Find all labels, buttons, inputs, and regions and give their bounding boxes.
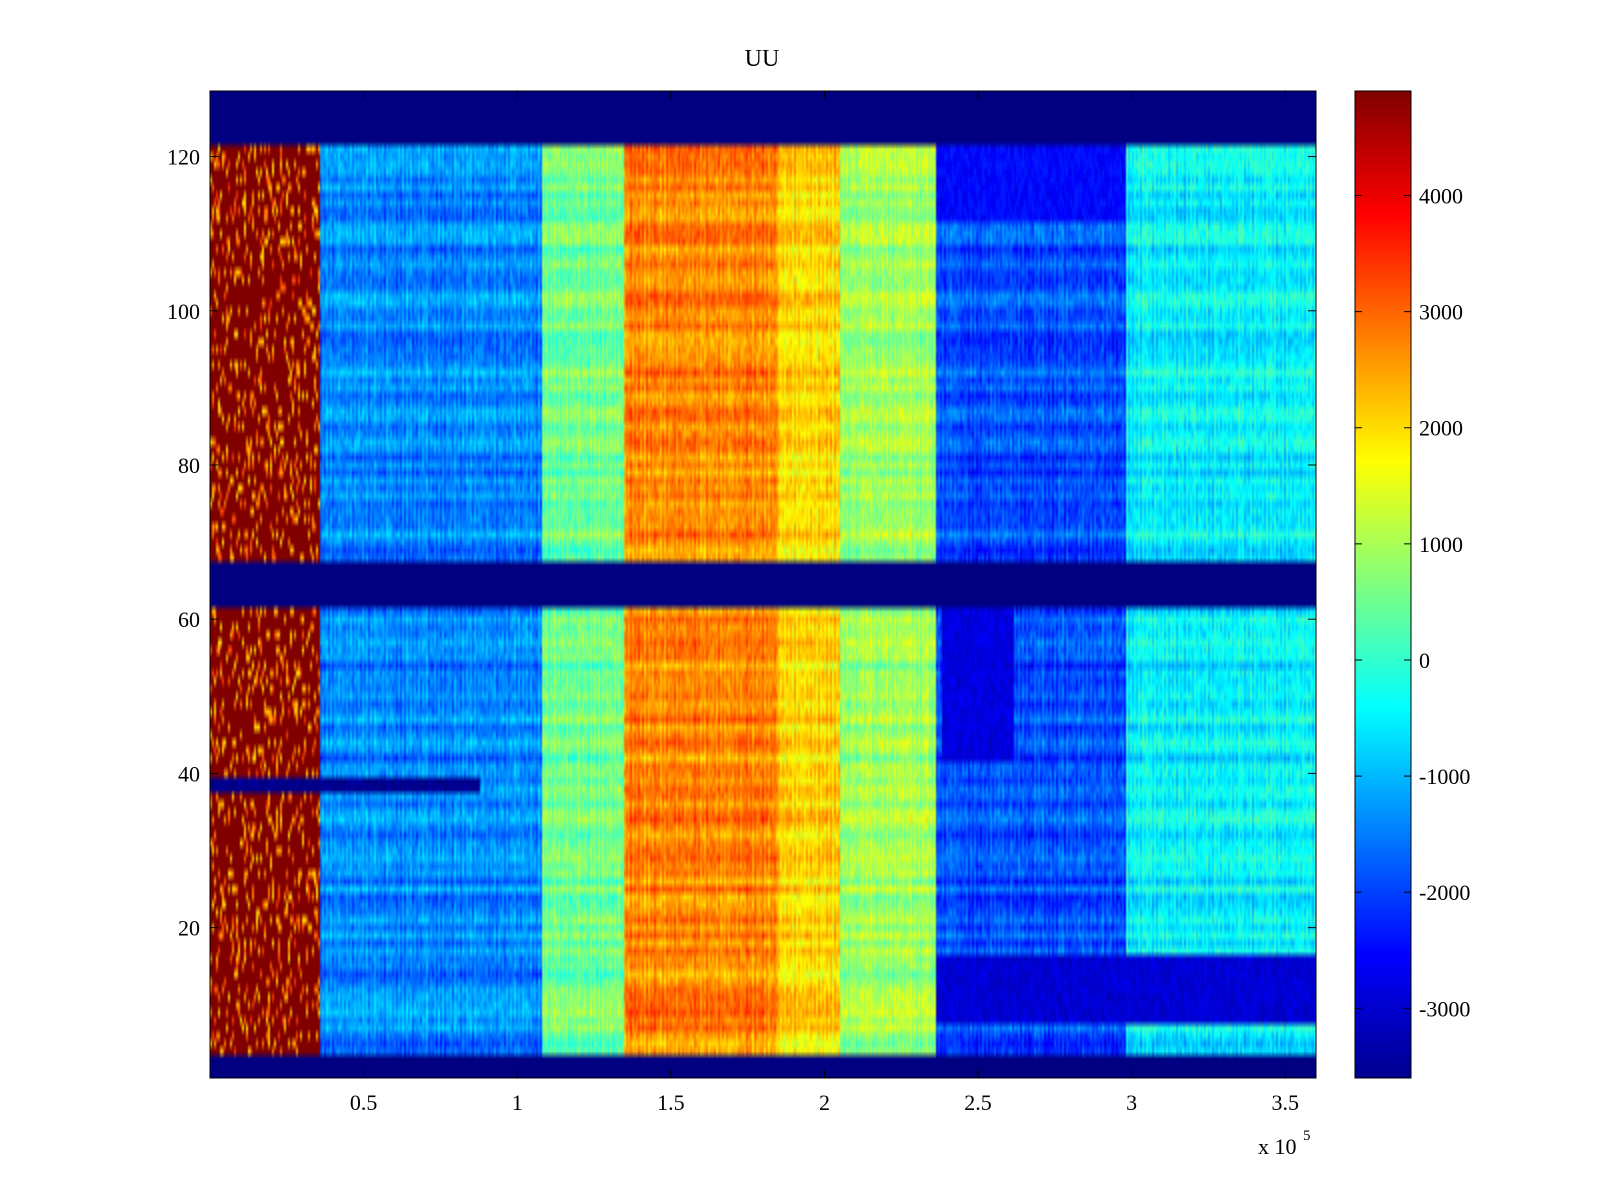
colorbar-tick-label: 0	[1419, 648, 1430, 673]
y-tick-label: 100	[167, 299, 200, 324]
y-tick-label: 20	[178, 916, 200, 941]
x-tick-label: 2.5	[964, 1090, 992, 1115]
heatmap-cells	[210, 91, 1316, 1078]
chart-title: UU	[745, 46, 780, 72]
x-tick-label: 3	[1126, 1090, 1137, 1115]
x-axis: 0.5 1 1.5 2 2.5 3 3.5	[350, 91, 1299, 1115]
y-tick-label: 40	[178, 761, 200, 786]
y-tick-label: 60	[178, 607, 200, 632]
colorbar-tick-label: -1000	[1419, 764, 1470, 789]
colorbar-frame	[1354, 90, 1412, 1079]
colorbar-tick-label: -2000	[1419, 880, 1470, 905]
x-exponent-label: x 10 5	[1258, 1128, 1311, 1159]
colorbar-tick-label: 1000	[1419, 532, 1463, 557]
heatmap-plot-area	[209, 90, 1317, 1079]
y-tick-label: 120	[167, 145, 200, 170]
x-exponent-power: 5	[1303, 1128, 1311, 1144]
x-tick-label: 2	[819, 1090, 830, 1115]
x-tick-label: 3.5	[1272, 1090, 1300, 1115]
x-tick-label: 0.5	[350, 1090, 378, 1115]
y-tick-label: 80	[178, 453, 200, 478]
colorbar-tick-label: 2000	[1419, 416, 1463, 441]
x-tick-label: 1	[512, 1090, 523, 1115]
x-exponent-base: x 10	[1258, 1134, 1297, 1159]
x-tick-label: 1.5	[657, 1090, 685, 1115]
plot-frame	[209, 90, 1317, 1079]
y-axis: 20 40 60 80 100 120	[167, 145, 1316, 941]
colorbar-tick-label: 3000	[1419, 300, 1463, 325]
colorbar-tick-label: -3000	[1419, 996, 1470, 1021]
colorbar-ticks: -3000 -2000 -1000 0 1000 2000 3000 4000	[1355, 184, 1470, 1021]
colorbar-tick-label: 4000	[1419, 184, 1463, 209]
colorbar: -3000 -2000 -1000 0 1000 2000 3000 4000	[1354, 90, 1470, 1079]
colorbar-gradient	[1355, 91, 1411, 1078]
